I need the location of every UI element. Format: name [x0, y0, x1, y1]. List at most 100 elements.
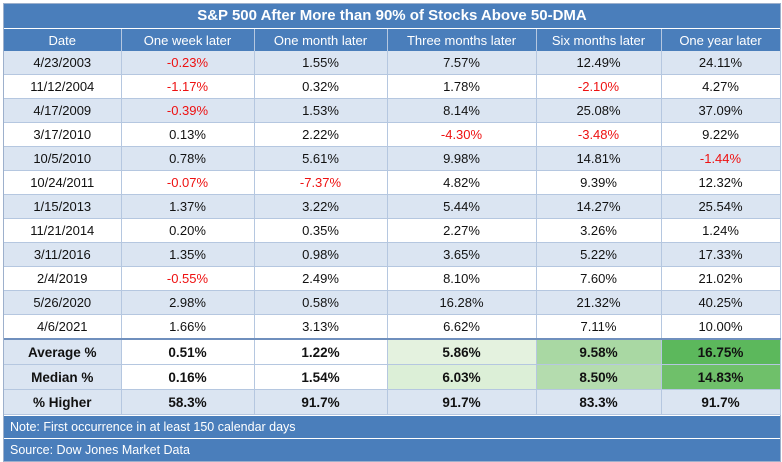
table-row: 4/17/2009 -0.39% 1.53% 8.14% 25.08% 37.09% [4, 98, 781, 123]
data-rows: 4/23/2003 -0.23% 1.55% 7.57% 12.49% 24.11% 11/… [4, 51, 781, 340]
returns-table: Date One week later One month later Thre… [4, 29, 781, 415]
return-cell: 5.61% [254, 146, 388, 171]
return-cell: 24.11% [661, 51, 781, 75]
return-cell: -3.48% [536, 122, 662, 147]
return-cell: 14.27% [536, 194, 662, 219]
return-cell: 1.37% [121, 194, 255, 219]
summary-value: 91.7% [387, 389, 537, 415]
summary-value: 16.75% [661, 338, 781, 365]
return-cell: 1.53% [254, 98, 388, 123]
return-cell: 6.62% [387, 314, 537, 340]
column-header: Date [4, 29, 122, 51]
summary-label: Average % [4, 338, 122, 365]
summary-row: % Higher 58.3% 91.7% 91.7% 83.3% 91.7% [4, 389, 781, 415]
return-cell: 25.54% [661, 194, 781, 219]
return-cell: 0.98% [254, 242, 388, 267]
table-row: 3/17/2010 0.13% 2.22% -4.30% -3.48% 9.22% [4, 122, 781, 147]
return-cell: 3.22% [254, 194, 388, 219]
column-header: One week later [121, 29, 255, 51]
return-cell: 0.35% [254, 218, 388, 243]
return-cell: 3.26% [536, 218, 662, 243]
return-cell: 3.65% [387, 242, 537, 267]
return-cell: 17.33% [661, 242, 781, 267]
summary-value: 83.3% [536, 389, 662, 415]
summary-value: 91.7% [661, 389, 781, 415]
table-row: 1/15/2013 1.37% 3.22% 5.44% 14.27% 25.54% [4, 194, 781, 219]
return-cell: 2.98% [121, 290, 255, 315]
return-cell: 5.44% [387, 194, 537, 219]
table-row: 4/6/2021 1.66% 3.13% 6.62% 7.11% 10.00% [4, 314, 781, 340]
date-cell: 5/26/2020 [4, 290, 122, 315]
date-cell: 4/23/2003 [4, 51, 122, 75]
return-cell: 1.66% [121, 314, 255, 340]
summary-value: 9.58% [536, 338, 662, 365]
return-cell: -7.37% [254, 170, 388, 195]
column-header: Three months later [387, 29, 537, 51]
summary-value: 58.3% [121, 389, 255, 415]
return-cell: 8.10% [387, 266, 537, 291]
date-cell: 2/4/2019 [4, 266, 122, 291]
summary-value: 1.54% [254, 364, 388, 390]
column-header: Six months later [536, 29, 662, 51]
footnote-source: Source: Dow Jones Market Data [4, 438, 780, 461]
return-cell: 9.22% [661, 122, 781, 147]
return-cell: 7.60% [536, 266, 662, 291]
summary-rows: Average % 0.51% 1.22% 5.86% 9.58% 16.75% Media… [4, 338, 781, 415]
return-cell: -0.39% [121, 98, 255, 123]
return-cell: 0.32% [254, 74, 388, 99]
return-cell: 25.08% [536, 98, 662, 123]
summary-row: Median % 0.16% 1.54% 6.03% 8.50% 14.83% [4, 364, 781, 390]
header-row: Date One week later One month later Thre… [4, 29, 781, 51]
return-cell: 7.57% [387, 51, 537, 75]
return-cell: -2.10% [536, 74, 662, 99]
return-cell: 21.32% [536, 290, 662, 315]
summary-value: 5.86% [387, 338, 537, 365]
return-cell: -0.07% [121, 170, 255, 195]
date-cell: 10/5/2010 [4, 146, 122, 171]
return-cell: 3.13% [254, 314, 388, 340]
summary-label: % Higher [4, 389, 122, 415]
date-cell: 3/17/2010 [4, 122, 122, 147]
return-cell: 14.81% [536, 146, 662, 171]
return-cell: 0.13% [121, 122, 255, 147]
return-cell: 7.11% [536, 314, 662, 340]
date-cell: 11/21/2014 [4, 218, 122, 243]
return-cell: 0.78% [121, 146, 255, 171]
return-cell: -1.44% [661, 146, 781, 171]
return-cell: 0.58% [254, 290, 388, 315]
footnote-note: Note: First occurrence in at least 150 c… [4, 415, 780, 438]
table-row: 11/12/2004 -1.17% 0.32% 1.78% -2.10% 4.27% [4, 74, 781, 99]
date-cell: 10/24/2011 [4, 170, 122, 195]
return-cell: 5.22% [536, 242, 662, 267]
return-cell: 1.78% [387, 74, 537, 99]
return-cell: 12.49% [536, 51, 662, 75]
return-cell: 21.02% [661, 266, 781, 291]
return-cell: 9.39% [536, 170, 662, 195]
date-cell: 4/17/2009 [4, 98, 122, 123]
date-cell: 11/12/2004 [4, 74, 122, 99]
column-header: One month later [254, 29, 388, 51]
summary-value: 0.16% [121, 364, 255, 390]
date-cell: 1/15/2013 [4, 194, 122, 219]
return-cell: 12.32% [661, 170, 781, 195]
return-cell: -1.17% [121, 74, 255, 99]
return-cell: -0.23% [121, 51, 255, 75]
summary-value: 8.50% [536, 364, 662, 390]
return-cell: 16.28% [387, 290, 537, 315]
table-row: 10/24/2011 -0.07% -7.37% 4.82% 9.39% 12.32% [4, 170, 781, 195]
summary-row: Average % 0.51% 1.22% 5.86% 9.58% 16.75% [4, 338, 781, 365]
table-row: 3/11/2016 1.35% 0.98% 3.65% 5.22% 17.33% [4, 242, 781, 267]
return-cell: 37.09% [661, 98, 781, 123]
table-row: 4/23/2003 -0.23% 1.55% 7.57% 12.49% 24.11% [4, 51, 781, 75]
return-cell: 10.00% [661, 314, 781, 340]
return-cell: 8.14% [387, 98, 537, 123]
summary-value: 1.22% [254, 338, 388, 365]
summary-value: 0.51% [121, 338, 255, 365]
summary-value: 91.7% [254, 389, 388, 415]
return-cell: -0.55% [121, 266, 255, 291]
table-row: 5/26/2020 2.98% 0.58% 16.28% 21.32% 40.25% [4, 290, 781, 315]
table-title: S&P 500 After More than 90% of Stocks Ab… [4, 4, 780, 29]
return-cell: 40.25% [661, 290, 781, 315]
summary-value: 14.83% [661, 364, 781, 390]
return-cell: 1.35% [121, 242, 255, 267]
